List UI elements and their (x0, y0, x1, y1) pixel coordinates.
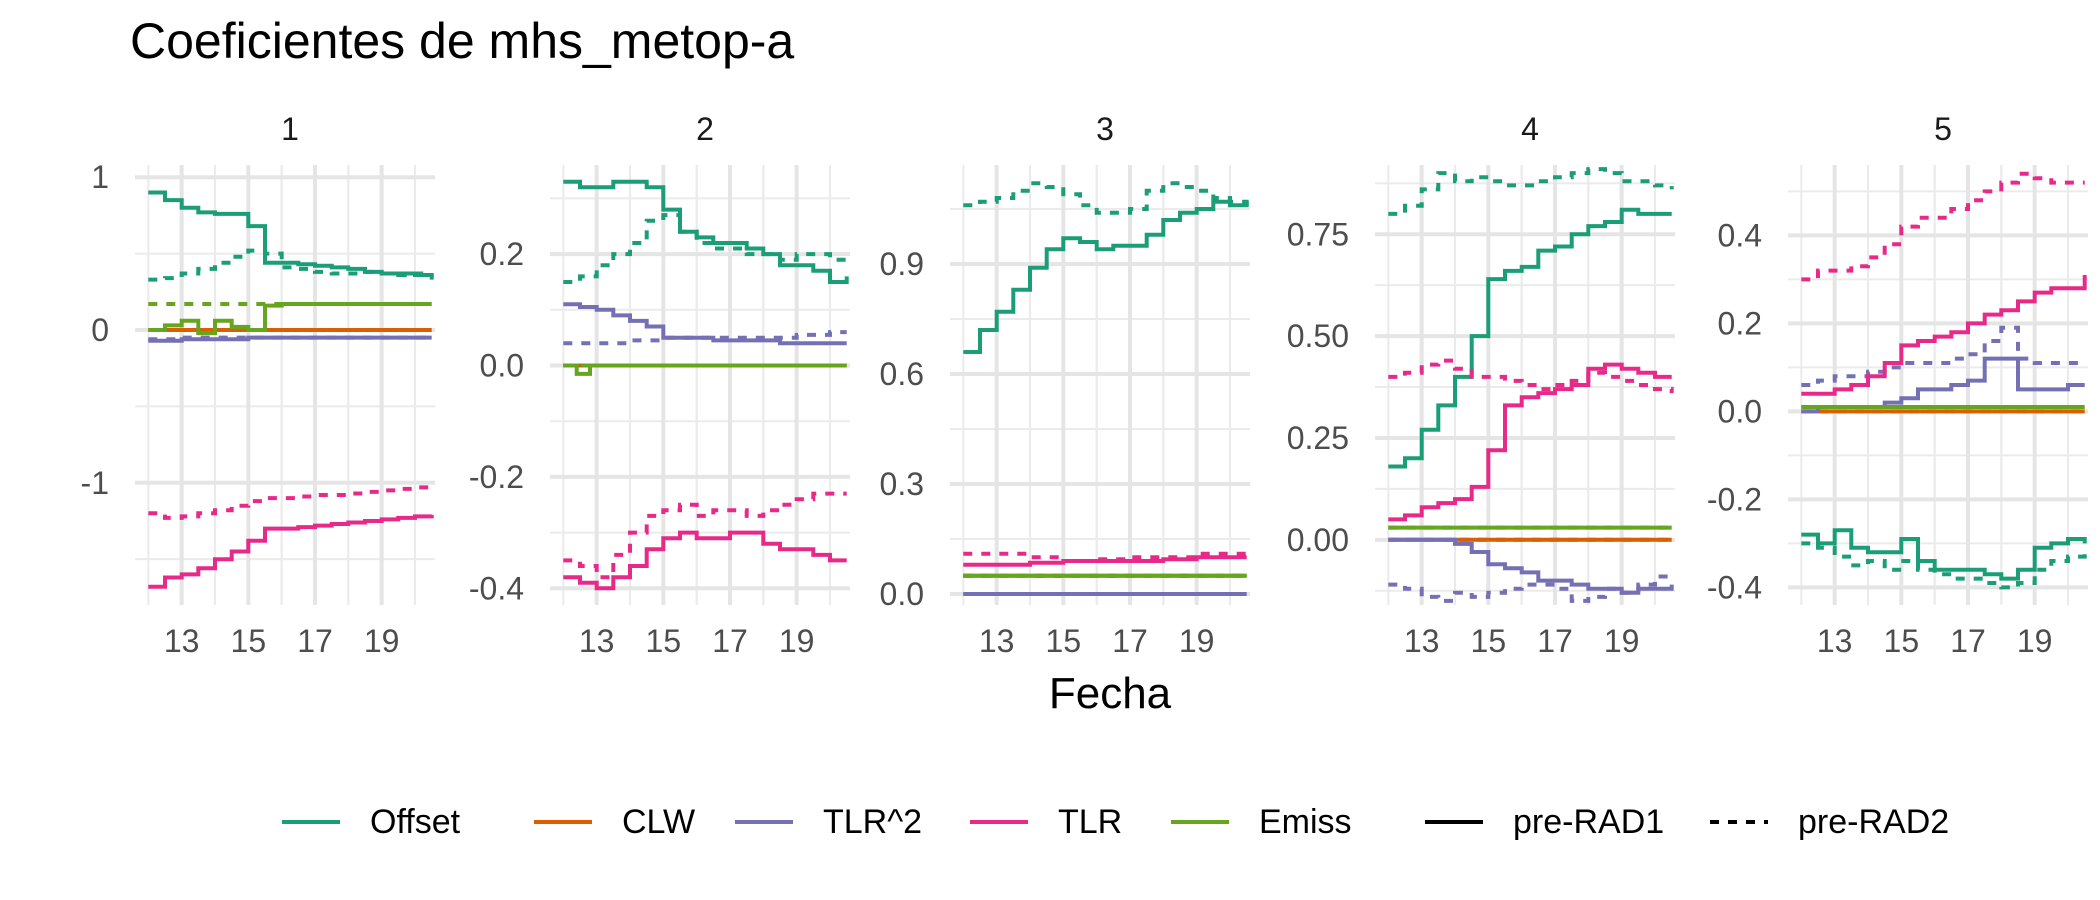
legend-label: TLR (1058, 803, 1122, 841)
series-offset-pre-rad2 (963, 181, 1249, 215)
y-tick-label: -0.4 (469, 570, 524, 606)
y-tick-label: 0.0 (880, 576, 924, 612)
x-tick-label: 15 (1046, 623, 1082, 659)
y-tick-label: -1 (81, 465, 109, 501)
chart-title: Coeficientes de mhs_metop-a (130, 13, 794, 69)
x-tick-label: 13 (1817, 623, 1853, 659)
series-offset-pre-rad2 (563, 213, 847, 284)
series-offset-pre-rad1 (563, 179, 849, 284)
y-tick-label: 0.00 (1287, 522, 1349, 558)
x-tick-label: 15 (1471, 623, 1507, 659)
legend-item-pre-rad1: pre-RAD1 (1425, 803, 1664, 841)
x-tick-label: 17 (1537, 623, 1573, 659)
series-offset-pre-rad2 (148, 248, 434, 282)
x-tick-label: 13 (1404, 623, 1440, 659)
y-tick-label: -0.4 (1707, 569, 1762, 605)
x-tick-label: 13 (164, 623, 200, 659)
legend-item-clw: CLW (534, 803, 695, 841)
legend-item-emiss: Emiss (1171, 803, 1352, 841)
y-tick-label: 1 (91, 159, 109, 195)
y-tick-label: 0.75 (1287, 216, 1349, 252)
y-tick-label: 0.25 (1287, 420, 1349, 456)
legend-item-pre-rad2: pre-RAD2 (1710, 803, 1949, 841)
facet-panel-2: 2 0.2 0.0 -0.2 -0.4 13 15 17 19 (469, 111, 850, 659)
y-tick-label: 0.3 (880, 466, 924, 502)
x-tick-label: 19 (364, 623, 400, 659)
series-tlr2-pre-rad2 (1801, 325, 2085, 387)
facet-panel-1: 1 1 0 -1 13 15 17 19 (81, 111, 435, 659)
y-tick-label: 0 (91, 312, 109, 348)
series-offset-pre-rad2 (1801, 541, 2087, 590)
facet-strip-label: 4 (1521, 111, 1539, 147)
facet-strip-label: 3 (1096, 111, 1114, 147)
y-tick-label: -0.2 (469, 459, 524, 495)
x-tick-label: 13 (979, 623, 1015, 659)
y-tick-label: 0.4 (1718, 217, 1762, 253)
legend-item-tlr: TLR (970, 803, 1122, 841)
series-tlr-pre-rad1 (1801, 275, 2087, 396)
x-axis-title: Fecha (1049, 669, 1172, 718)
x-tick-label: 19 (1179, 623, 1215, 659)
legend-label: TLR^2 (823, 803, 922, 841)
series-tlr2-pre-rad2 (148, 335, 432, 342)
x-tick-label: 17 (1112, 623, 1148, 659)
y-tick-label: 0.0 (1718, 393, 1762, 429)
x-tick-label: 19 (2017, 623, 2053, 659)
facet-panel-3: 3 0.9 0.6 0.3 0.0 13 15 17 19 (880, 111, 1250, 659)
x-tick-label: 17 (297, 623, 333, 659)
legend-label: pre-RAD2 (1798, 803, 1949, 841)
series-tlr-pre-rad2 (148, 484, 434, 520)
legend-label: CLW (622, 803, 695, 841)
series-offset-pre-rad1 (963, 199, 1249, 354)
y-tick-label: 0.6 (880, 356, 924, 392)
series-tlr-pre-rad1 (963, 555, 1247, 567)
facet-strip-label: 2 (696, 111, 714, 147)
y-tick-label: 0.50 (1287, 318, 1349, 354)
series-emiss-pre-rad1 (563, 363, 847, 376)
legend-label: pre-RAD1 (1513, 803, 1664, 841)
x-tick-label: 17 (1950, 623, 1986, 659)
legend-label: Emiss (1259, 803, 1352, 841)
legend-label: Offset (370, 803, 461, 841)
x-tick-label: 19 (779, 623, 815, 659)
series-offset-pre-rad2 (1388, 167, 1674, 216)
facet-panel-4: 4 0.75 0.50 0.25 0.00 13 15 17 19 (1287, 111, 1675, 659)
series-offset-pre-rad1 (1388, 207, 1672, 469)
series-tlr-pre-rad1 (1388, 362, 1672, 522)
legend-item-offset: Offset (282, 803, 461, 841)
facet-panels: 1 1 0 -1 13 15 17 19 2 0.2 0.0 -0.2 -0.4 13 15 17 19 3 0.9… (81, 111, 2088, 659)
series-tlr-pre-rad2 (563, 491, 847, 580)
x-tick-label: 15 (231, 623, 267, 659)
legend: Offset CLW TLR^2 TLR Emiss pre-RAD1 pre-RAD2 (282, 803, 1949, 841)
facet-strip-label: 1 (281, 111, 299, 147)
y-tick-label: -0.2 (1707, 481, 1762, 517)
series-tlr-pre-rad1 (563, 530, 847, 591)
y-tick-label: 0.9 (880, 246, 924, 282)
legend-item-tlr2: TLR^2 (735, 803, 922, 841)
series-tlr2-pre-rad2 (1388, 572, 1674, 603)
x-tick-label: 13 (579, 623, 615, 659)
series-emiss-pre-rad1 (148, 302, 432, 336)
y-tick-label: 0.2 (480, 236, 524, 272)
facet-strip-label: 5 (1934, 111, 1952, 147)
y-tick-label: 0.0 (480, 348, 524, 384)
x-tick-label: 15 (1884, 623, 1920, 659)
facet-panel-5: 5 0.4 0.2 0.0 -0.2 -0.4 13 15 17 19 (1707, 111, 2088, 659)
x-tick-label: 17 (712, 623, 748, 659)
series-offset-pre-rad1 (1801, 528, 2087, 581)
series-tlr-pre-rad2 (1388, 358, 1674, 394)
x-tick-label: 15 (646, 623, 682, 659)
y-tick-label: 0.2 (1718, 305, 1762, 341)
series-tlr-pre-rad1 (148, 514, 434, 589)
x-tick-label: 19 (1604, 623, 1640, 659)
series-tlr-pre-rad2 (1801, 171, 2085, 282)
